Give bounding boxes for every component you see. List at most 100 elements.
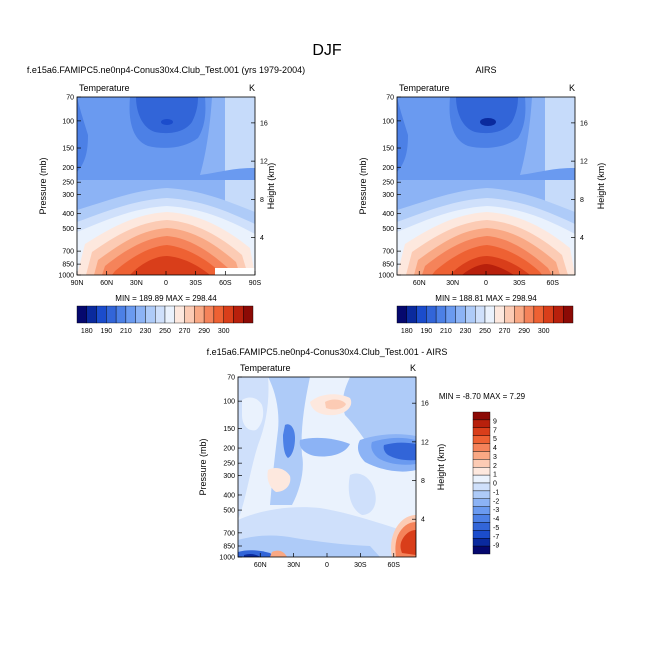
height-tick-label: 12: [260, 159, 268, 166]
height-tick-label: 16: [580, 120, 588, 127]
colorbar-label: 290: [198, 328, 210, 335]
y-tick-label: 500: [223, 508, 235, 515]
colorbar-swatch: [406, 305, 417, 324]
y-tick-label: 500: [382, 226, 394, 233]
colorbar-label: 5: [493, 436, 497, 443]
colorbar-label: 290: [518, 328, 530, 335]
y-tick-label: 70: [386, 95, 394, 102]
colorbar-swatch: [472, 451, 491, 460]
panel-airs-ylabel: Pressure (mb): [358, 157, 368, 214]
height-tick-label: 4: [580, 235, 584, 242]
height-tick-label: 4: [260, 235, 264, 242]
colorbar-label: 180: [81, 328, 93, 335]
y-tick-label: 250: [62, 180, 74, 187]
y-tick-label: 250: [223, 461, 235, 468]
colorbar-swatch: [203, 305, 215, 324]
colorbar-swatch: [472, 498, 491, 507]
x-tick-label: 30S: [354, 562, 367, 569]
colorbar-swatch: [455, 305, 466, 324]
field-band: [77, 97, 88, 172]
colorbar-temperature-airs: 180 190 210 230 250 270 290 300: [396, 305, 574, 335]
panel-airs-title: AIRS: [475, 65, 496, 75]
colorbar-swatch: [472, 522, 491, 531]
colorbar-swatch: [472, 530, 491, 539]
field-band: [136, 97, 198, 134]
x-tick-label: 30N: [130, 280, 143, 287]
height-tick-label: 12: [421, 439, 429, 446]
y-tick-label: 500: [62, 226, 74, 233]
colorbar-label: -5: [493, 525, 499, 532]
height-tick-label: 8: [421, 478, 425, 485]
panel-model-ylabel: Pressure (mb): [38, 157, 48, 214]
field-band: [383, 442, 416, 461]
panel-difference-height-axis: 16 12 8 4: [412, 401, 429, 524]
panel-model-y-axis: 70 100 150 200 250 300 400 500 700 850 1000: [58, 95, 81, 280]
field-band: [462, 264, 514, 275]
panel-model-subtitle-right: K: [249, 83, 255, 93]
panel-difference-stats: MIN = -8.70 MAX = 7.29: [439, 392, 526, 401]
field-band: [456, 97, 518, 134]
page-title: DJF: [312, 42, 342, 59]
colorbar-swatch: [435, 305, 447, 324]
colorbar-swatch: [494, 305, 505, 324]
colorbar-label: 300: [538, 328, 550, 335]
y-tick-label: 150: [62, 146, 74, 153]
colorbar-swatch: [533, 305, 544, 324]
y-tick-label: 300: [62, 192, 74, 199]
colorbar-swatch: [184, 305, 195, 324]
x-tick-label: 60S: [219, 280, 232, 287]
x-tick-label: 90N: [71, 280, 84, 287]
y-tick-label: 70: [66, 95, 74, 102]
x-tick-label: 0: [325, 562, 329, 569]
colorbar-label: 250: [479, 328, 491, 335]
panel-difference-subtitle-left: Temperature: [240, 363, 291, 373]
height-tick-label: 16: [260, 120, 268, 127]
panel-difference-ylabel: Pressure (mb): [198, 438, 208, 495]
colorbar-label: 7: [493, 427, 497, 434]
colorbar-swatch: [543, 305, 554, 324]
colorbar-swatch: [472, 419, 491, 428]
panel-airs-ylabel-right: Height (km): [596, 163, 606, 210]
field-band: [325, 399, 346, 410]
colorbar-swatch: [445, 305, 456, 324]
colorbar-label: 180: [401, 328, 413, 335]
height-tick-label: 4: [421, 517, 425, 524]
panel-model-field: [77, 97, 255, 275]
colorbar-swatch: [135, 305, 146, 324]
x-tick-label: 60N: [413, 280, 426, 287]
y-tick-label: 200: [223, 446, 235, 453]
colorbar-swatch: [416, 305, 427, 324]
x-tick-label: 30S: [513, 280, 526, 287]
colorbar-label: -1: [493, 489, 499, 496]
colorbar-swatch: [223, 305, 234, 324]
colorbar-label: 9: [493, 418, 497, 425]
colorbar-swatch: [472, 411, 491, 421]
colorbar-label: 250: [159, 328, 171, 335]
panel-airs-x-axis: 60N 30N 0 30S 60S: [413, 271, 559, 287]
height-tick-label: 16: [421, 401, 429, 408]
colorbar-label: 230: [460, 328, 472, 335]
colorbar-swatch: [472, 514, 491, 523]
colorbar-label: 270: [179, 328, 191, 335]
height-tick-label: 8: [580, 197, 584, 204]
y-tick-label: 400: [223, 492, 235, 499]
panel-model-stats: MIN = 189.89 MAX = 298.44: [115, 294, 217, 303]
colorbar-swatch: [115, 305, 127, 324]
field-band: [400, 530, 416, 555]
y-tick-label: 850: [223, 543, 235, 550]
y-tick-label: 1000: [58, 273, 74, 280]
panel-difference-ylabel-right: Height (km): [436, 444, 446, 491]
field-band: [161, 119, 173, 125]
field-band: [480, 118, 496, 126]
colorbar-swatch: [125, 305, 136, 324]
panel-difference-subtitle-right: K: [410, 363, 416, 373]
colorbar-label: 2: [493, 463, 497, 470]
colorbar-swatch: [96, 305, 107, 324]
panel-airs-field: [397, 97, 575, 275]
colorbar-swatch: [472, 443, 491, 452]
colorbar-swatch: [106, 305, 117, 324]
y-tick-label: 100: [62, 118, 74, 125]
colorbar-swatch: [484, 305, 495, 324]
field-band: [130, 256, 210, 275]
panel-airs-height-axis: 16 12 8 4: [571, 120, 588, 242]
